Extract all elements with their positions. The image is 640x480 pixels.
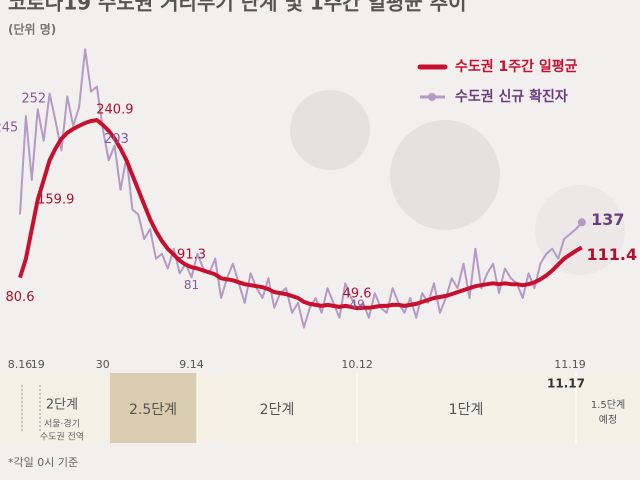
- stage-date: 11.17: [547, 377, 585, 391]
- stage-label: 2단계: [46, 398, 78, 413]
- end-point: [577, 218, 586, 227]
- stage-label: 1.5단계: [591, 399, 625, 411]
- virus-icon: [390, 120, 500, 230]
- data-label: 159.9: [37, 192, 74, 207]
- legend-swatch: [428, 93, 436, 101]
- x-tick-label: 30: [96, 358, 110, 371]
- stage-sublabel: 서울·경기: [44, 418, 80, 430]
- stage-label: 2.5단계: [129, 402, 177, 418]
- legend-label: 수도권 신규 확진자: [455, 88, 568, 105]
- x-tick-label: 19: [31, 358, 45, 371]
- data-label: 91.3: [177, 248, 206, 263]
- chart-title: 코로나19 수도권 거리두기 단계 및 1주간 일평균 추이: [8, 0, 467, 15]
- daily-line: [19, 48, 583, 329]
- data-label: 245: [0, 121, 18, 136]
- data-label: 80.6: [6, 290, 35, 305]
- data-label: 49.6: [343, 287, 372, 302]
- average-line: [18, 118, 583, 311]
- data-label: 203: [104, 132, 129, 147]
- stage-label: 2단계: [260, 402, 295, 418]
- unit: (단위 명): [8, 22, 56, 37]
- stage-sublabel: 수도권 전역: [40, 431, 84, 443]
- virus-icon: [535, 185, 625, 275]
- stage-label: 예정: [599, 414, 617, 426]
- virus-icon: [290, 90, 370, 170]
- data-label: 240.9: [96, 103, 133, 118]
- data-label: 111.4: [587, 245, 638, 264]
- legend-label: 수도권 1주간 일평균: [455, 58, 578, 75]
- x-tick-label: 9.14: [179, 358, 204, 371]
- footnote: *각일 0시 기준: [8, 455, 78, 469]
- data-label: 252: [21, 92, 46, 107]
- x-tick-label: 8.16: [8, 358, 33, 371]
- data-label: 137: [591, 210, 624, 229]
- stage-label: 1단계: [449, 402, 484, 418]
- x-tick-label: 11.19: [554, 358, 586, 371]
- data-label: 49: [349, 297, 364, 311]
- data-label: 81: [184, 278, 199, 292]
- stage-band: [0, 373, 640, 443]
- x-tick-label: 10.12: [341, 358, 373, 371]
- stage-band: [110, 373, 197, 443]
